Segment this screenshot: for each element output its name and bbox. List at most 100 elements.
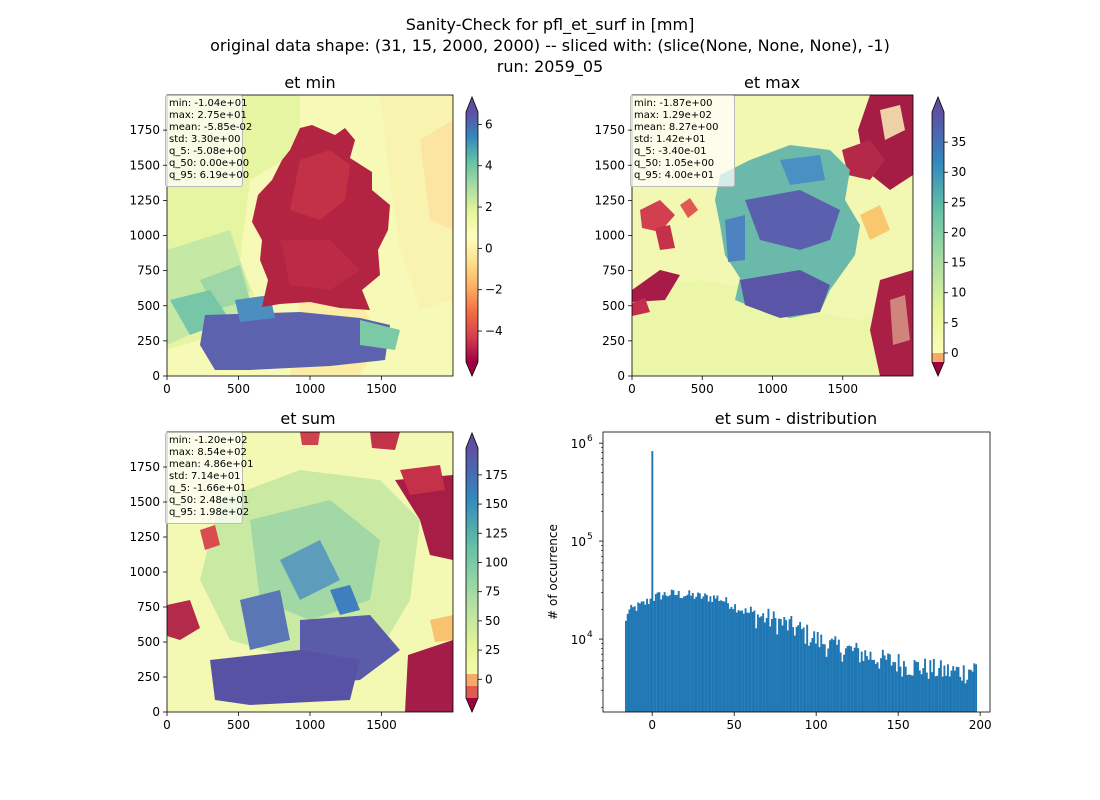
histogram-bar (751, 611, 754, 712)
y-tick-label: 750 (137, 600, 160, 614)
y-tick-label: 1000 (129, 565, 160, 579)
histogram-bar (862, 660, 865, 712)
histogram-bar (830, 638, 833, 712)
histogram-bar (651, 451, 654, 712)
histogram-bar (644, 604, 647, 712)
histogram-bar (925, 672, 928, 712)
y-tick-label: 1750 (129, 123, 160, 137)
colorbar-et-sum: 0 25 50 75 100 125 150 175 (465, 431, 508, 714)
histogram-bar (774, 618, 777, 712)
y-tick-label: 10 (571, 437, 586, 451)
x-axis-histogram: 0 50 100 150 200 (648, 712, 992, 732)
histogram-bar (727, 603, 729, 712)
heatmap-et-min (167, 95, 453, 376)
y-axis-et-sum: 0 250 500 750 1000 1250 1500 1750 (129, 460, 167, 719)
histogram-bar (748, 612, 751, 712)
x-tick-label: 200 (969, 718, 992, 732)
axes-frame-histogram (602, 431, 991, 713)
stat-line: q_50: 2.48e+01 (169, 495, 249, 506)
histogram-bar (855, 642, 858, 712)
y-tick-label: 1250 (594, 193, 625, 207)
histogram-bar (841, 661, 844, 712)
x-tick-label: 500 (227, 718, 250, 732)
histogram-bar (785, 620, 788, 712)
histogram-bar (677, 590, 680, 712)
y-tick-exponent: 6 (587, 434, 593, 444)
panel-et-sum-title: et sum (280, 409, 335, 428)
histogram-bar (737, 610, 740, 712)
x-axis-et-max: 0 500 1000 1500 (628, 376, 858, 396)
histogram-bar (846, 646, 849, 712)
histogram-bar (815, 643, 817, 712)
histogram-bar (834, 636, 837, 712)
histogram-bar (642, 601, 645, 712)
histogram-bar (716, 595, 719, 712)
y-tick-label: 0 (152, 705, 160, 719)
histogram-bar (880, 658, 883, 712)
stat-line: mean: 4.86e+01 (169, 459, 253, 470)
panel-histogram: et sum - distribution # of occurrence 0 5… (546, 409, 992, 732)
histogram-bar (864, 650, 867, 712)
x-tick-label: 1500 (366, 382, 397, 396)
histogram-bar (904, 666, 907, 712)
x-tick-label: 1000 (295, 718, 326, 732)
y-tick-label: 1500 (129, 158, 160, 172)
histogram-bar (732, 609, 735, 712)
histogram-bar (721, 601, 724, 712)
histogram-bar (714, 598, 717, 712)
histogram-bar (640, 601, 643, 712)
histogram-bar (786, 630, 789, 712)
histogram-bar (670, 589, 673, 712)
histogram-bar (901, 676, 904, 712)
colorbar-tick-label: 25 (485, 643, 500, 657)
histogram-bar (945, 675, 948, 712)
histogram-bar (952, 666, 955, 712)
stat-line: min: -1.87e+00 (634, 98, 713, 109)
histogram-bar (760, 616, 763, 712)
histogram-bar (957, 667, 960, 712)
stat-line: q_50: 1.05e+00 (634, 158, 714, 169)
histogram-bar (693, 598, 696, 712)
panel-et-min-title: et min (284, 73, 335, 92)
y-tick-exponent: 4 (587, 630, 593, 640)
y-tick-label: 1750 (594, 123, 625, 137)
histogram-bar (683, 596, 685, 712)
histogram-bar (741, 610, 744, 712)
histogram-bar (626, 613, 629, 712)
histogram-bar (934, 676, 937, 712)
histogram-bar (728, 608, 731, 712)
histogram-bar (873, 659, 875, 712)
histogram-bar (676, 594, 678, 712)
stat-line: q_5: -5.08e+00 (169, 146, 246, 157)
x-tick-label: 0 (628, 382, 636, 396)
histogram-bar (950, 670, 953, 712)
histogram-bar (697, 592, 700, 712)
histogram-bar (795, 626, 798, 712)
histogram-bar (806, 624, 809, 712)
histogram-bar (723, 601, 726, 712)
figure-title-line2: original data shape: (31, 15, 2000, 2000… (210, 36, 890, 55)
histogram-bar (832, 639, 835, 712)
colorbar-tick-label: 6 (485, 117, 493, 131)
histogram-bar (869, 651, 872, 712)
stat-line: q_5: -3.40e-01 (634, 146, 707, 157)
histogram-bar (913, 660, 916, 712)
figure-title-line1: Sanity-Check for pfl_et_surf in [mm] (406, 15, 695, 35)
histogram-bar (918, 670, 921, 712)
histogram-bar (885, 659, 888, 712)
histogram-bar (943, 665, 946, 712)
y-axis-et-max: 0 250 500 750 1000 1250 1500 1750 (594, 123, 632, 383)
histogram-bar (792, 627, 795, 712)
x-tick-label: 50 (727, 718, 742, 732)
y-tick-label: 1000 (129, 229, 160, 243)
histogram-bar (624, 620, 627, 712)
histogram-bar (674, 594, 677, 712)
stat-line: max: 1.29e+02 (634, 110, 712, 121)
histogram-bar (742, 613, 745, 712)
colorbar-tick-label: 30 (951, 165, 966, 179)
histogram-bar (746, 612, 749, 712)
histogram-bar (941, 676, 944, 712)
histogram-bar (668, 595, 671, 712)
histogram-bar (654, 594, 657, 712)
